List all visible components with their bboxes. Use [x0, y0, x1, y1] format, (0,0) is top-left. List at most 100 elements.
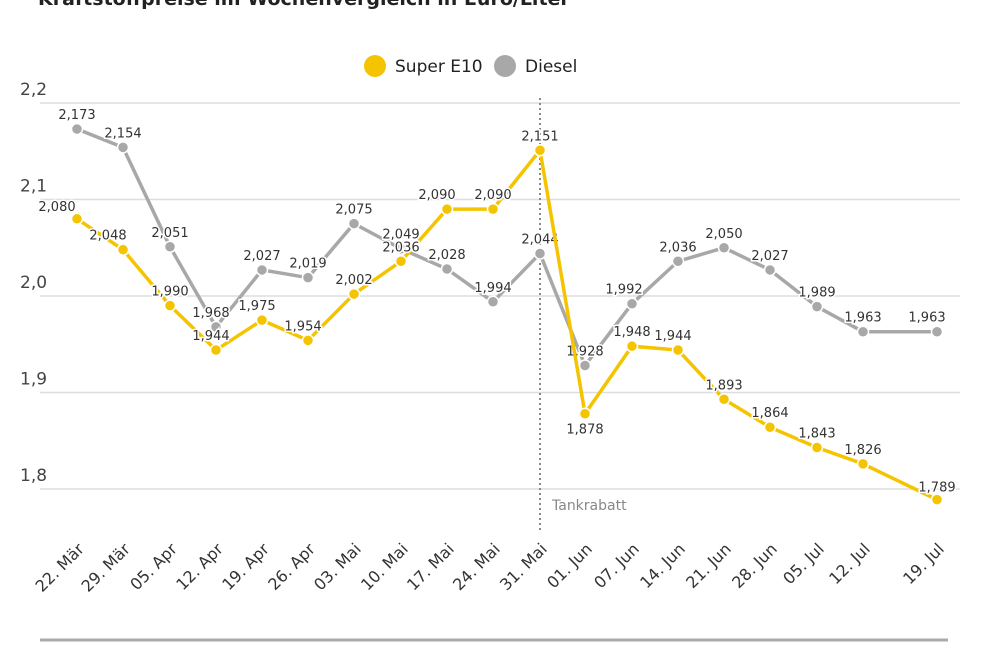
data-label: 2,028	[428, 248, 465, 263]
data-label: 2,075	[335, 203, 372, 218]
data-label: 1,990	[151, 285, 188, 300]
data-label: 2,173	[58, 108, 95, 123]
x-tick-label: 07. Jun	[590, 539, 643, 592]
data-label: 1,893	[705, 378, 742, 393]
annotation-label: Tankrabatt	[551, 498, 627, 514]
x-tick-label: 26. Apr	[264, 539, 319, 594]
data-point	[763, 420, 777, 434]
data-label: 1,992	[605, 283, 642, 298]
x-tick-label: 01. Jun	[543, 539, 596, 592]
data-point	[301, 271, 315, 284]
data-label: 1,944	[654, 329, 691, 344]
data-point	[625, 297, 639, 310]
x-tick-label: 05. Jul	[779, 539, 828, 588]
x-tick-label: 19. Apr	[218, 539, 273, 594]
data-label: 1,944	[192, 329, 229, 344]
data-label: 1,954	[284, 319, 321, 334]
x-tick-label: 22. Mär	[31, 539, 88, 596]
data-label: 1,994	[474, 281, 511, 296]
data-label: 1,963	[844, 311, 881, 326]
data-point	[763, 263, 777, 277]
data-point	[394, 255, 408, 268]
chart-title: Kraftstoffpreise im Wochenvergleich in E…	[38, 0, 570, 10]
y-tick-label: 2,0	[20, 273, 47, 293]
data-point	[810, 441, 824, 454]
data-label: 2,154	[104, 126, 141, 141]
legend-label: Diesel	[525, 57, 577, 77]
data-point	[930, 325, 944, 338]
y-tick-label: 1,9	[20, 370, 47, 390]
data-label: 1,968	[192, 306, 229, 321]
x-tick-label: 19. Jul	[899, 539, 948, 588]
data-point	[209, 320, 223, 334]
data-label: 2,048	[89, 229, 126, 244]
data-label: 2,090	[474, 188, 511, 203]
data-point	[301, 334, 315, 347]
legend-marker	[494, 55, 516, 77]
data-label: 2,090	[418, 188, 455, 203]
x-tick-label: 12. Jul	[825, 539, 874, 588]
x-tick-label: 28. Jun	[728, 539, 781, 592]
data-point	[578, 407, 592, 420]
x-tick-label: 31. Mai	[496, 539, 551, 594]
data-label: 1,843	[798, 427, 835, 442]
data-point	[347, 287, 361, 301]
data-point	[717, 393, 731, 406]
data-point	[930, 493, 944, 506]
x-tick-label: 03. Mai	[310, 539, 365, 594]
x-tick-label: 12. Apr	[172, 539, 227, 594]
data-point	[671, 343, 685, 357]
x-tick-label: 21. Jun	[682, 539, 735, 592]
data-point	[209, 343, 223, 357]
data-point	[394, 242, 408, 255]
data-label: 2,027	[243, 249, 280, 264]
y-tick-label: 2,1	[20, 177, 47, 197]
data-point	[578, 359, 592, 372]
x-tick-label: 14. Jun	[636, 539, 689, 592]
data-point	[625, 339, 639, 353]
data-point	[856, 325, 870, 338]
data-label: 2,080	[38, 200, 75, 215]
data-point	[486, 295, 500, 309]
data-point	[440, 262, 454, 276]
x-tick-label: 10. Mai	[357, 539, 412, 594]
data-label: 1,864	[751, 406, 788, 421]
data-point	[671, 255, 685, 268]
data-label: 1,826	[844, 443, 881, 458]
data-label: 1,989	[798, 286, 835, 301]
data-point	[163, 299, 177, 312]
data-point	[717, 241, 731, 254]
data-point	[163, 240, 177, 254]
x-tick-label: 29. Mär	[77, 539, 134, 596]
data-label: 2,027	[751, 249, 788, 264]
data-label: 2,036	[659, 240, 696, 255]
data-point	[116, 243, 130, 256]
data-point	[856, 457, 870, 471]
data-point	[70, 212, 84, 226]
data-point	[255, 263, 269, 277]
data-label: 1,948	[613, 325, 650, 340]
data-point	[533, 247, 547, 260]
data-label: 1,963	[908, 311, 945, 326]
data-label: 2,002	[335, 273, 372, 288]
data-point	[70, 122, 84, 136]
x-tick-label: 24. Mai	[449, 539, 504, 594]
data-label: 2,049	[382, 228, 419, 243]
data-point	[486, 202, 500, 216]
y-tick-label: 1,8	[20, 466, 47, 486]
x-tick-label: 05. Apr	[126, 539, 181, 594]
data-label: 2,036	[382, 240, 419, 255]
data-label: 2,044	[521, 233, 558, 248]
data-label: 1,975	[238, 299, 275, 314]
data-point	[116, 141, 130, 154]
data-point	[810, 300, 824, 313]
data-label: 2,050	[705, 227, 742, 242]
data-label: 2,051	[151, 226, 188, 241]
legend-marker	[364, 55, 386, 77]
data-label: 2,151	[521, 129, 558, 144]
data-point	[440, 202, 454, 216]
data-label: 1,878	[566, 423, 603, 438]
x-tick-label: 17. Mai	[403, 539, 458, 594]
data-point	[347, 217, 361, 230]
